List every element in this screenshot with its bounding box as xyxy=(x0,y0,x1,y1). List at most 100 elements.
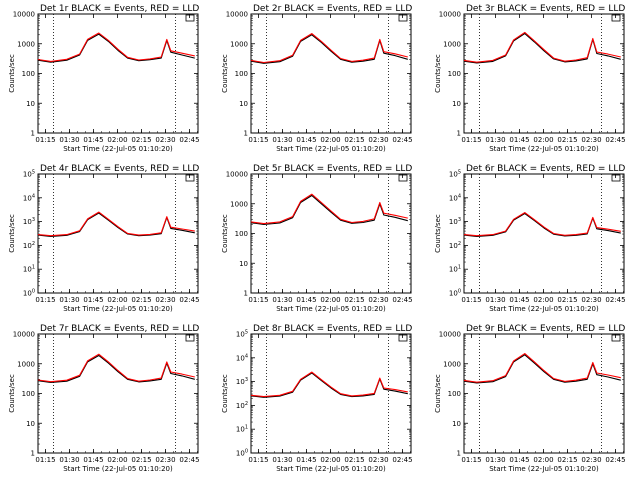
chart-panel: Det 8r BLACK = Events, RED = LLD 100 101 10… xyxy=(221,324,413,473)
y-tick-label: 104 xyxy=(236,353,248,362)
chart-panel: Det 4r BLACK = Events, RED = LLD 100 101 10… xyxy=(8,164,200,313)
x-tick-label: 01:15 xyxy=(35,296,55,304)
legend-box xyxy=(611,174,621,182)
x-tick-label: 02:15 xyxy=(557,296,577,304)
y-axis-label: Counts/sec xyxy=(221,54,229,93)
x-axis-label: Start Time (22-Jul-05 01:10:20) xyxy=(489,145,599,153)
y-tick-label: 100 xyxy=(449,289,461,298)
chart-title: Det 4r BLACK = Events, RED = LLD xyxy=(40,164,199,174)
x-tick-label: 02:45 xyxy=(179,136,199,144)
x-tick-label: 02:30 xyxy=(581,456,601,464)
y-tick-label: 100 xyxy=(22,390,35,398)
y-tick-label: 10000 xyxy=(13,11,35,19)
x-tick-label: 02:00 xyxy=(533,456,553,464)
y-tick-label: 10000 xyxy=(226,171,248,179)
x-tick-label: 02:00 xyxy=(320,136,340,144)
plot-frame xyxy=(250,173,412,294)
y-tick-label: 100 xyxy=(235,230,248,238)
x-tick-label: 02:15 xyxy=(131,296,151,304)
y-tick-label: 103 xyxy=(449,217,461,226)
x-tick-label: 01:15 xyxy=(461,296,481,304)
x-tick-label: 02:00 xyxy=(107,136,127,144)
x-tick-label: 01:45 xyxy=(509,296,529,304)
y-tick-label: 10 xyxy=(452,420,461,428)
y-tick-label: 100 xyxy=(236,449,248,458)
y-tick-label: 104 xyxy=(23,193,35,202)
y-axis-label: Counts/sec xyxy=(8,54,16,93)
x-axis-label: Start Time (22-Jul-05 01:10:20) xyxy=(276,305,386,313)
series-lld-line xyxy=(463,31,621,63)
y-tick-label: 10 xyxy=(26,420,35,428)
plot-frame xyxy=(463,13,625,134)
legend-box xyxy=(611,334,621,342)
y-tick-label: 10000 xyxy=(226,11,248,19)
x-tick-label: 01:45 xyxy=(83,136,103,144)
x-tick-label: 01:30 xyxy=(272,136,292,144)
y-axis-label: Counts/sec xyxy=(434,54,442,93)
x-tick-label: 02:15 xyxy=(344,456,364,464)
x-tick-label: 02:00 xyxy=(320,296,340,304)
series-events-line xyxy=(463,212,621,237)
x-tick-label: 02:45 xyxy=(392,136,412,144)
series-lld-line xyxy=(37,353,195,383)
x-tick-label: 02:30 xyxy=(155,456,175,464)
x-tick-label: 01:30 xyxy=(59,136,79,144)
chart-title: Det 6r BLACK = Events, RED = LLD xyxy=(466,164,625,174)
y-tick-label: 1000 xyxy=(17,40,35,48)
y-axis-label: Counts/sec xyxy=(221,214,229,253)
plot-frame xyxy=(463,173,625,294)
y-tick-label: 103 xyxy=(23,217,35,226)
chart-panel: Det 3r BLACK = Events, RED = LLD 1 10 100 10… xyxy=(434,4,626,153)
y-tick-label: 105 xyxy=(449,170,461,179)
x-tick-label: 01:15 xyxy=(248,136,268,144)
x-tick-label: 02:00 xyxy=(107,456,127,464)
x-tick-label: 01:45 xyxy=(296,136,316,144)
x-tick-label: 01:45 xyxy=(296,456,316,464)
plot-frame xyxy=(37,333,199,454)
x-tick-label: 02:15 xyxy=(557,136,577,144)
series-lld-line xyxy=(463,353,621,383)
plot-frame xyxy=(250,13,412,134)
x-axis-label: Start Time (22-Jul-05 01:10:20) xyxy=(63,145,173,153)
legend-box xyxy=(611,14,621,22)
y-tick-label: 10 xyxy=(452,100,461,108)
y-tick-label: 101 xyxy=(236,425,248,434)
x-tick-label: 01:45 xyxy=(83,456,103,464)
plot-frame xyxy=(37,13,199,134)
chart-panel: Det 6r BLACK = Events, RED = LLD 100 101 10… xyxy=(434,164,626,313)
y-axis-label: Counts/sec xyxy=(8,374,16,413)
x-tick-label: 01:30 xyxy=(59,296,79,304)
x-tick-label: 02:15 xyxy=(344,296,364,304)
y-tick-label: 104 xyxy=(449,193,461,202)
x-tick-label: 02:45 xyxy=(605,136,625,144)
y-axis-label: Counts/sec xyxy=(434,214,442,253)
chart-panel: Det 5r BLACK = Events, RED = LLD 1 10 100 10… xyxy=(221,164,413,313)
x-tick-label: 02:00 xyxy=(533,296,553,304)
y-tick-label: 1000 xyxy=(17,360,35,368)
x-tick-label: 02:15 xyxy=(557,456,577,464)
series-lld-line xyxy=(250,371,408,398)
x-tick-label: 01:45 xyxy=(296,296,316,304)
chart-title: Det 3r BLACK = Events, RED = LLD xyxy=(466,4,625,14)
y-tick-label: 10 xyxy=(26,100,35,108)
chart-panel: Det 9r BLACK = Events, RED = LLD 1 10 100 10… xyxy=(434,324,626,473)
y-tick-label: 100 xyxy=(448,70,461,78)
y-tick-label: 101 xyxy=(23,265,35,274)
x-tick-label: 02:30 xyxy=(581,136,601,144)
x-tick-label: 02:00 xyxy=(107,296,127,304)
plot-frame xyxy=(463,333,625,454)
plot-frame xyxy=(250,333,412,454)
x-tick-label: 02:15 xyxy=(344,136,364,144)
chart-title: Det 2r BLACK = Events, RED = LLD xyxy=(253,4,412,14)
x-tick-label: 01:15 xyxy=(35,456,55,464)
y-tick-label: 101 xyxy=(449,265,461,274)
x-tick-label: 01:15 xyxy=(35,136,55,144)
y-tick-label: 10 xyxy=(239,100,248,108)
x-tick-label: 02:30 xyxy=(368,136,388,144)
y-tick-label: 1 xyxy=(457,450,461,458)
x-tick-label: 02:00 xyxy=(320,456,340,464)
x-tick-label: 01:30 xyxy=(485,296,505,304)
x-tick-label: 02:45 xyxy=(392,296,412,304)
legend-box xyxy=(185,14,195,22)
series-events-line xyxy=(37,212,195,237)
